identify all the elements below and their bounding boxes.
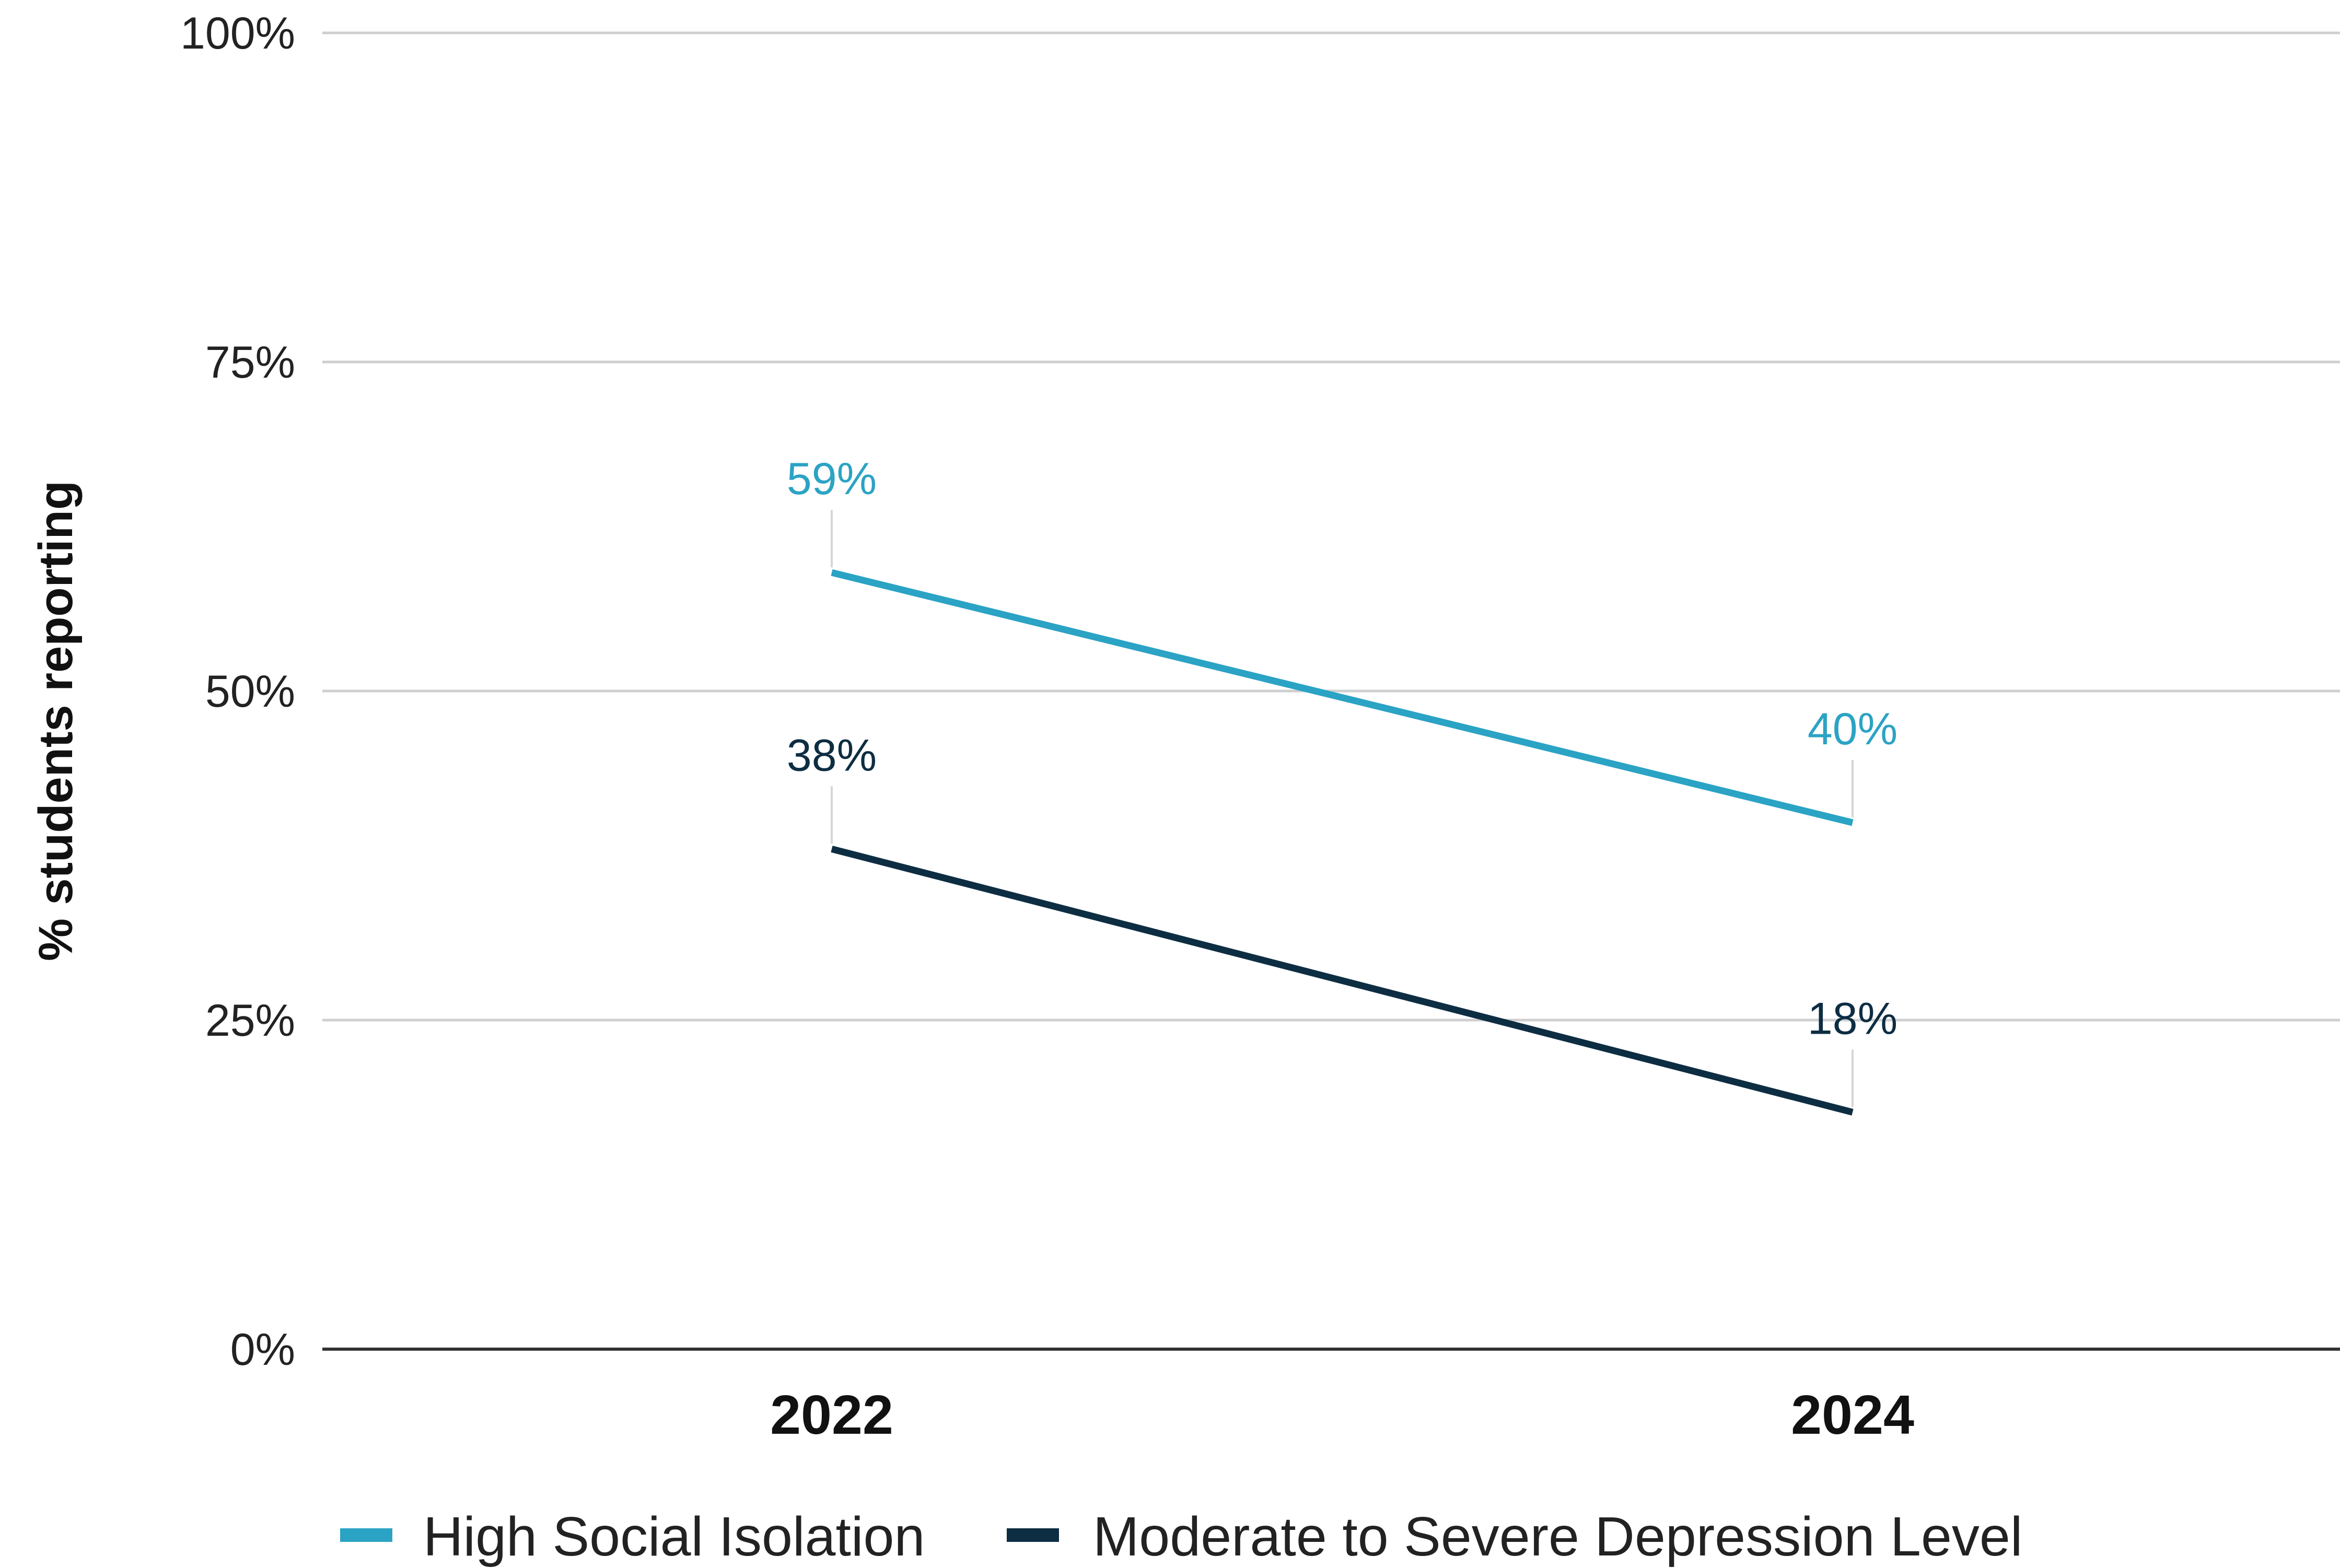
legend-swatch-depression: [1007, 1528, 1059, 1542]
y-tick-label: 75%: [205, 337, 295, 388]
legend-label-depression: Moderate to Severe Depression Level: [1093, 1506, 2022, 1567]
y-tick-label: 50%: [205, 666, 295, 717]
y-tick-label: 0%: [230, 1325, 295, 1375]
data-label: 18%: [1808, 993, 1897, 1044]
legend-label-high-social-isolation: High Social Isolation: [423, 1506, 925, 1567]
x-tick-label: 2024: [1791, 1384, 1914, 1446]
y-tick-label: 25%: [205, 996, 295, 1046]
y-tick-label: 100%: [180, 8, 295, 58]
y-axis-ticks: 0% 25% 50% 75% 100%: [180, 8, 295, 1375]
x-tick-label: 2022: [770, 1384, 893, 1446]
series-line: [831, 569, 1854, 826]
data-labels: 59% 40% 38% 18%: [787, 454, 1897, 1107]
series-lines: [831, 569, 1854, 1116]
legend: High Social Isolation Moderate to Severe…: [340, 1506, 2022, 1567]
data-label: 40%: [1808, 704, 1897, 754]
legend-swatch-high-social-isolation: [340, 1528, 392, 1542]
data-label: 59%: [787, 454, 877, 504]
series-line: [831, 846, 1854, 1116]
gridlines: [322, 31, 2340, 1022]
y-axis-title: % students reporting: [29, 481, 83, 961]
data-label: 38%: [787, 730, 877, 780]
